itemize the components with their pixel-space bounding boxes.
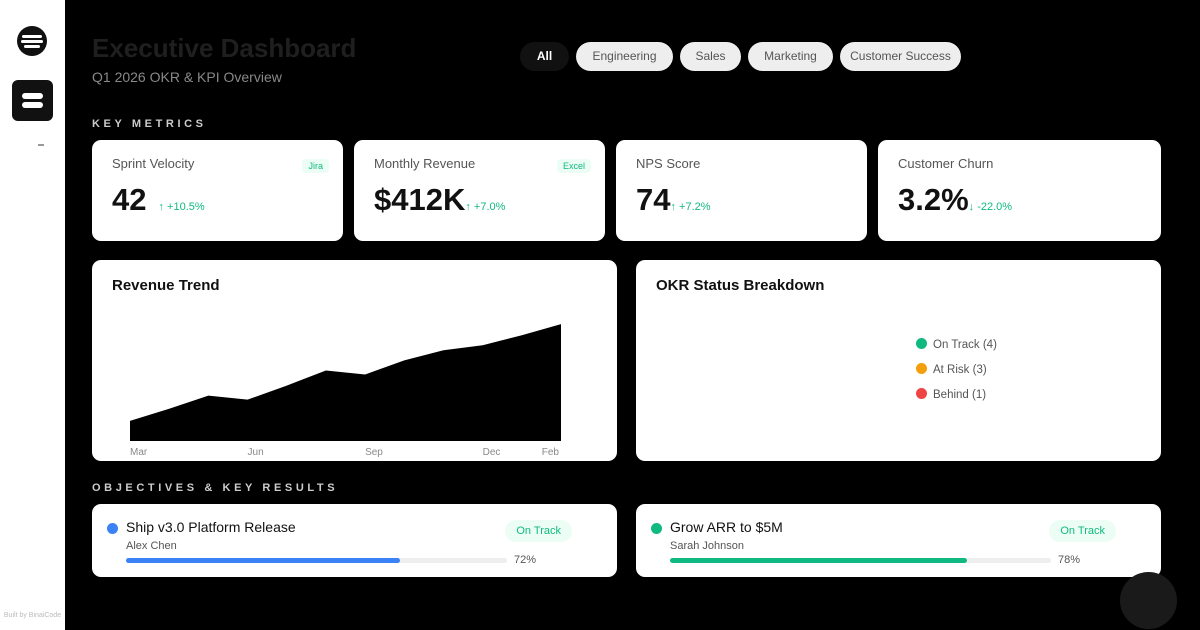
sidebar: Built by BinaiCode xyxy=(0,0,65,630)
filter-pill[interactable]: Sales xyxy=(680,42,741,71)
filter-pill[interactable]: Engineering xyxy=(576,42,673,71)
metric-value: $412K xyxy=(374,182,466,217)
legend-label: At Risk (3) xyxy=(933,364,987,376)
x-tick-label: Dec xyxy=(483,447,501,458)
legend-swatch xyxy=(916,363,927,374)
status-dot xyxy=(651,523,662,534)
subtitle: Q1 2026 OKR & KPI Overview xyxy=(92,69,282,85)
logo[interactable] xyxy=(17,26,47,56)
okr-owner: Sarah Johnson xyxy=(670,540,744,552)
progress-label: 72% xyxy=(514,554,537,566)
x-tick-label: Jun xyxy=(248,447,264,458)
footer: Built by BinaiCode xyxy=(3,612,62,619)
okr-card: Ship v3.0 Platform Release Alex Chen On Tr… xyxy=(92,504,617,577)
progress-track xyxy=(670,558,1051,563)
legend-label: Behind (1) xyxy=(933,389,987,401)
legend-swatch xyxy=(916,338,927,349)
title: Executive Dashboard xyxy=(92,33,357,63)
okr-title: Ship v3.0 Platform Release xyxy=(126,519,296,535)
metric-value: 42 xyxy=(112,182,147,217)
x-tick-label: Mar xyxy=(130,447,148,458)
metric-change: ↑ +10.5% xyxy=(158,201,205,213)
metric-card: NPS Score 74↑ +7.2% xyxy=(616,140,867,241)
source-badge: Excel xyxy=(556,159,591,173)
metric-name: Sprint Velocity xyxy=(112,156,195,171)
x-tick-label: Feb xyxy=(542,447,560,458)
progress-bar xyxy=(670,558,968,563)
metric-value: 3.2% xyxy=(898,182,969,217)
area xyxy=(130,324,561,441)
metric-card: Sprint Velocity Jira 42 ↑ +10.5% xyxy=(92,140,343,241)
section-heading: OBJECTIVES & KEY RESULTS xyxy=(92,482,339,494)
chat-button[interactable] xyxy=(1120,572,1177,629)
metric-name: Monthly Revenue xyxy=(374,156,476,171)
status-pill: On Track xyxy=(1049,520,1116,542)
card-title: OKR Status Breakdown xyxy=(656,277,825,294)
chart-card: Revenue Trend Mar Jun Sep Dec Feb xyxy=(92,260,617,461)
chart-title: Revenue Trend xyxy=(112,277,220,294)
progress-track xyxy=(126,558,507,563)
okr-title: Grow ARR to $5M xyxy=(670,519,783,535)
legend-label: On Track (4) xyxy=(933,339,997,351)
nav-dashboard[interactable] xyxy=(12,80,53,121)
progress-label: 78% xyxy=(1058,554,1081,566)
section-heading: KEY METRICS xyxy=(92,118,207,130)
legend-item: At Risk (3) xyxy=(916,363,987,376)
metric-card: Monthly Revenue Excel $412K↑ +7.0% xyxy=(354,140,605,241)
legend-swatch xyxy=(916,388,927,399)
okr-owner: Alex Chen xyxy=(126,540,177,552)
legend-item: Behind (1) xyxy=(916,388,986,401)
metric-change: ↓ -22.0% xyxy=(968,201,1013,213)
filter-pill[interactable]: Marketing xyxy=(748,42,833,71)
metric-value: 74 xyxy=(636,182,671,217)
nav-collapse[interactable] xyxy=(38,144,44,146)
legend-item: On Track (4) xyxy=(916,338,997,351)
filter-pill[interactable]: All xyxy=(520,42,569,71)
okr-status-card: OKR Status Breakdown On Track (4) At Risk… xyxy=(636,260,1161,461)
status-pill: On Track xyxy=(505,520,572,542)
filter-pill[interactable]: Customer Success xyxy=(840,42,961,71)
status-dot xyxy=(107,523,118,534)
x-tick-label: Sep xyxy=(365,447,383,458)
source-badge: Jira xyxy=(302,159,329,173)
metric-card: Customer Churn 3.2%↓ -22.0% xyxy=(878,140,1161,241)
metric-change: ↑ +7.2% xyxy=(670,201,711,213)
metric-name: Customer Churn xyxy=(898,156,994,171)
metric-name: NPS Score xyxy=(636,156,701,171)
chart: Mar Jun Sep Dec Feb xyxy=(130,324,561,458)
progress-bar xyxy=(126,558,401,563)
okr-card: Grow ARR to $5M Sarah Johnson On Track 78% xyxy=(636,504,1161,577)
metric-change: ↑ +7.0% xyxy=(465,201,506,213)
